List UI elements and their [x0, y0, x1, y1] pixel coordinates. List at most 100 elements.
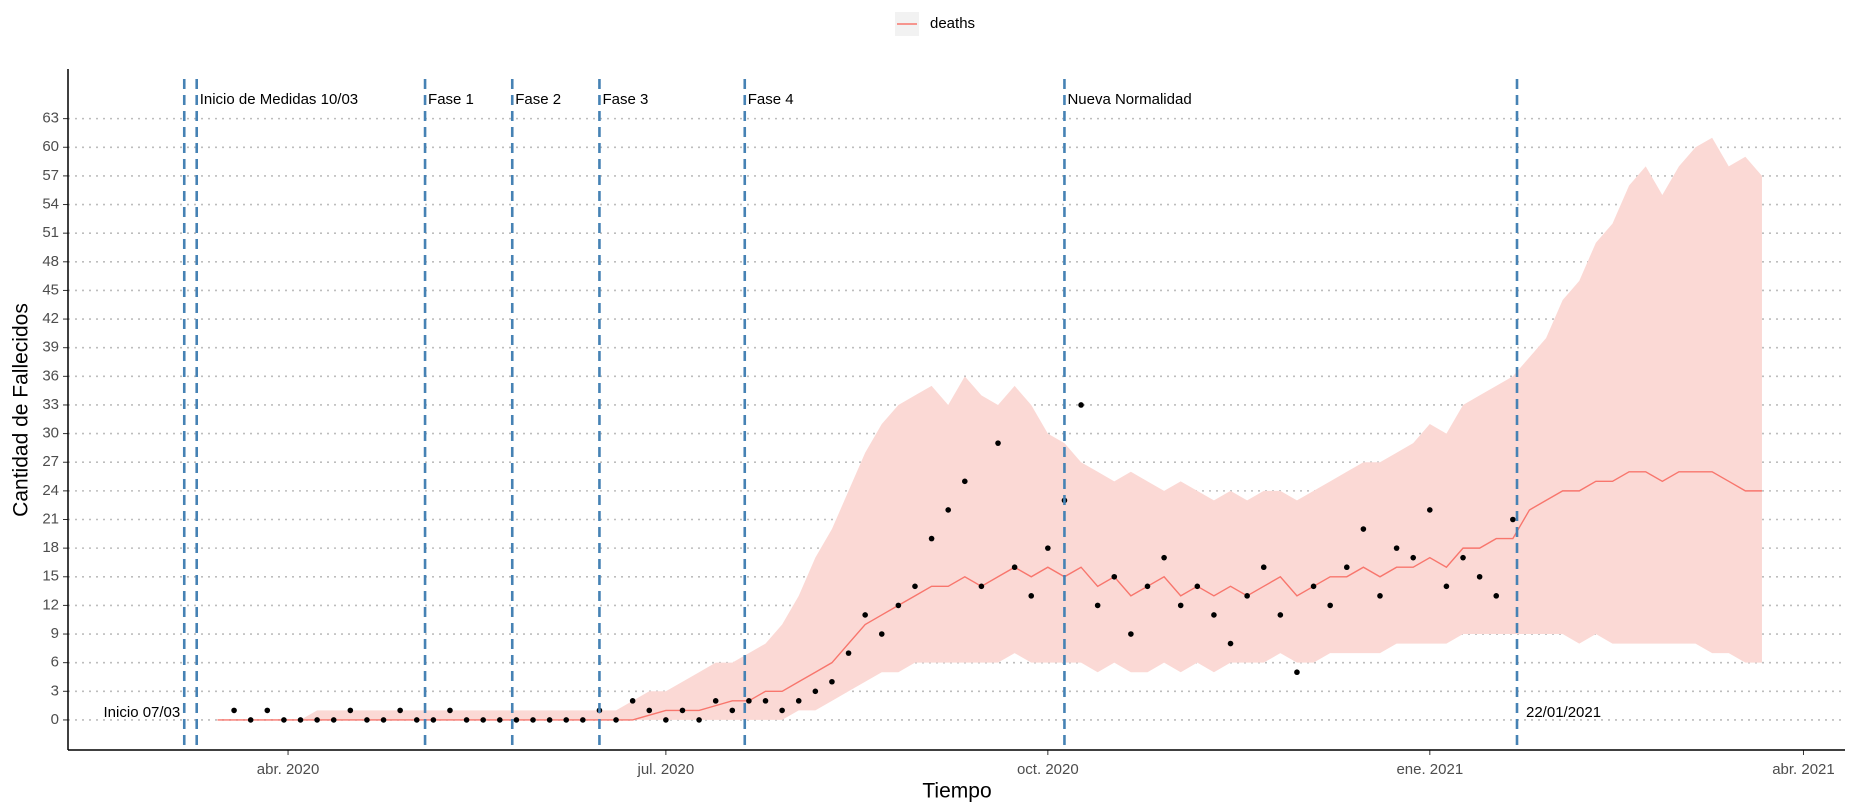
observed-point	[779, 707, 785, 714]
observed-point	[912, 583, 918, 590]
observed-point	[380, 717, 387, 723]
observed-point	[696, 717, 702, 723]
observed-point	[829, 678, 835, 685]
y-tick-label: 39	[42, 339, 59, 356]
y-tick-label: 27	[42, 453, 59, 470]
observed-point	[1476, 573, 1483, 580]
observed-point	[1427, 507, 1433, 513]
observed-point	[1360, 526, 1367, 532]
phase-label: Fase 2	[515, 91, 561, 108]
phase-label: Fase 3	[602, 91, 648, 108]
observed-point	[1260, 564, 1267, 571]
phase-label: Inicio de Medidas 10/03	[200, 91, 358, 108]
observed-point	[330, 717, 337, 723]
observed-point	[795, 698, 802, 704]
observed-point	[430, 717, 437, 723]
observed-point	[1277, 612, 1284, 618]
observed-point	[347, 707, 354, 714]
observed-point	[231, 707, 237, 714]
observed-point	[928, 535, 935, 542]
observed-point	[1377, 593, 1383, 599]
y-tick-label: 12	[42, 596, 59, 613]
y-tick-label: 36	[42, 367, 59, 384]
legend-label: deaths	[930, 15, 975, 32]
observed-point	[1177, 602, 1184, 609]
observed-point	[1310, 583, 1317, 590]
observed-point	[646, 707, 653, 714]
fitted-line	[217, 471, 1762, 721]
y-tick-label: 24	[42, 482, 59, 499]
observed-point	[364, 717, 370, 723]
observed-point	[1161, 554, 1167, 561]
observed-point	[513, 717, 520, 723]
y-tick-label: 42	[42, 310, 59, 327]
observed-point	[1078, 402, 1084, 408]
observed-point	[1211, 612, 1217, 618]
phase-label: Inicio 07/03	[104, 704, 181, 721]
observed-point	[397, 707, 403, 714]
observed-point	[546, 717, 553, 723]
observed-point	[1510, 516, 1516, 523]
y-tick-label: 30	[42, 425, 59, 442]
observed-point	[447, 707, 453, 714]
x-axis-title: Tiempo	[922, 780, 991, 803]
observed-point	[729, 707, 736, 714]
phase-label: Fase 4	[748, 91, 794, 108]
y-tick-label: 3	[51, 682, 59, 699]
y-tick-label: 51	[42, 224, 59, 241]
observed-point	[995, 440, 1001, 446]
phase-label: Nueva Normalidad	[1067, 91, 1191, 108]
observed-point	[629, 698, 636, 704]
observed-point	[1327, 602, 1333, 609]
observed-point	[746, 698, 752, 704]
observed-point	[530, 717, 536, 723]
y-tick-label: 60	[42, 138, 59, 155]
y-tick-label: 18	[42, 539, 59, 556]
x-tick-label: ene. 2021	[1396, 761, 1463, 778]
observed-point	[463, 717, 470, 723]
observed-point	[563, 717, 570, 723]
y-tick-label: 21	[42, 510, 59, 527]
observed-point	[413, 717, 420, 723]
observed-point	[1493, 593, 1500, 599]
observed-point	[1410, 554, 1417, 561]
y-tick-label: 6	[51, 654, 59, 671]
y-tick-label: 15	[42, 568, 59, 585]
observed-point	[297, 717, 304, 723]
observed-point	[1128, 631, 1134, 637]
y-tick-label: 45	[42, 281, 59, 298]
y-tick-label: 48	[42, 253, 59, 270]
observed-point	[1111, 573, 1118, 580]
observed-point	[1343, 564, 1350, 571]
x-tick-label: oct. 2020	[1017, 761, 1079, 778]
observed-point	[1045, 545, 1051, 551]
observed-point	[314, 717, 320, 723]
observed-point	[281, 717, 287, 723]
observed-point	[1244, 593, 1250, 599]
y-tick-label: 54	[42, 196, 59, 213]
y-axis-title: Cantidad de Fallecidos	[10, 303, 33, 517]
observed-point	[663, 717, 669, 723]
observed-point	[1194, 583, 1201, 590]
observed-point	[1144, 583, 1151, 590]
y-tick-label: 9	[51, 625, 59, 642]
observed-point	[895, 602, 902, 609]
y-tick-label: 57	[42, 167, 59, 184]
observed-point	[762, 698, 769, 704]
observed-point	[613, 717, 619, 723]
y-tick-label: 33	[42, 396, 59, 413]
observed-point	[679, 707, 686, 714]
observed-point	[247, 717, 254, 723]
observed-point	[962, 478, 968, 485]
observed-point	[1094, 602, 1101, 609]
x-tick-label: abr. 2020	[257, 761, 320, 778]
observed-point	[1393, 545, 1400, 551]
observed-point	[712, 698, 719, 704]
observed-point	[264, 707, 271, 714]
y-tick-label: 63	[42, 110, 59, 127]
observed-point	[580, 717, 586, 723]
observed-point	[978, 583, 985, 590]
x-tick-label: jul. 2020	[637, 761, 695, 778]
observed-point	[845, 650, 852, 656]
